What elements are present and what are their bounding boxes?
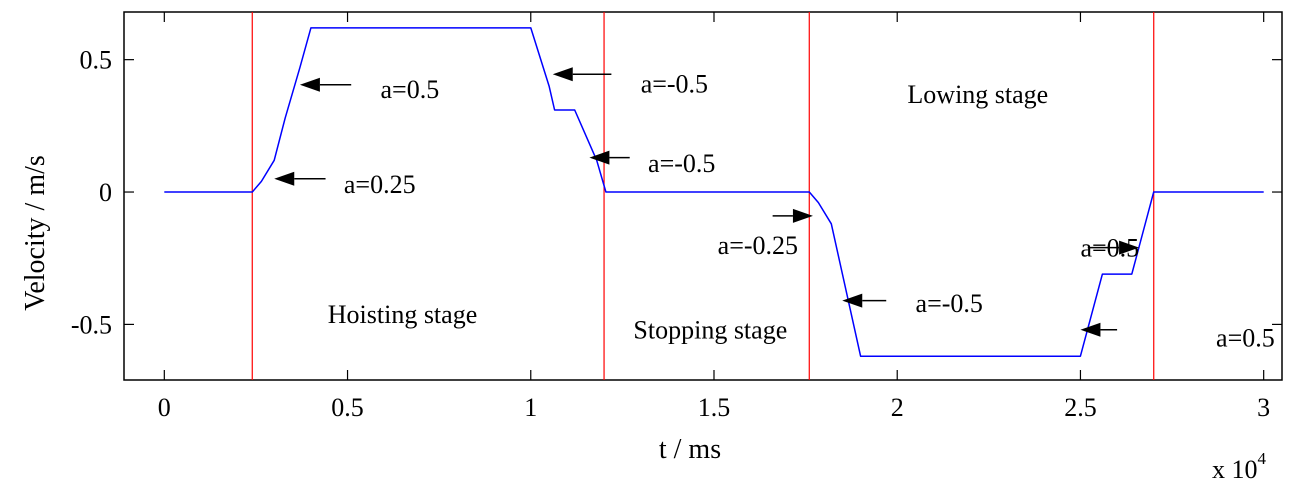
annotation-label: a=-0.5 (916, 289, 983, 318)
annotation-label: a=-0.5 (641, 69, 708, 98)
x-tick-label: 2.5 (1064, 393, 1097, 422)
y-tick-label: 0 (99, 178, 112, 207)
annotation-arrowhead (552, 67, 573, 82)
stage-label: Hoisting stage (328, 300, 478, 329)
stage-label: Stopping stage (633, 316, 787, 345)
stage-label: Lowing stage (907, 80, 1048, 109)
x-tick-label: 0 (158, 393, 171, 422)
annotation-label: a=0.5 (381, 75, 440, 104)
y-axis-label: Velocity / m/s (20, 155, 51, 311)
x-tick-label: 1 (524, 393, 537, 422)
plot-area (123, 11, 1283, 381)
velocity-curve (164, 27, 1264, 357)
annotation-arrowhead (792, 208, 813, 223)
x-axis-multiplier-exponent: 4 (1258, 449, 1267, 468)
annotation-arrowhead (842, 293, 863, 308)
x-axis-label: t / ms (659, 434, 721, 465)
annotation-arrowhead (274, 171, 295, 186)
x-tick-label: 2 (891, 393, 904, 422)
annotation-label: a=0.25 (344, 170, 416, 199)
annotation-arrowhead (299, 77, 320, 92)
annotation-arrowhead (1080, 322, 1101, 337)
annotation-arrowhead (1119, 240, 1140, 255)
annotation-label: a=-0.25 (718, 231, 798, 260)
annotation-arrowhead (589, 150, 610, 165)
annotation-label: a=0.5 (1080, 234, 1139, 263)
y-tick-label: -0.5 (71, 310, 112, 339)
annotation-label: a=-0.5 (648, 149, 715, 178)
x-tick-label: 3 (1257, 393, 1270, 422)
x-axis-multiplier: x 104 (1212, 449, 1267, 484)
x-tick-label: 1.5 (698, 393, 731, 422)
y-tick-label: 0.5 (80, 46, 113, 75)
x-axis-multiplier-base: x 10 (1212, 455, 1258, 484)
annotation-label: a=0.5 (1216, 324, 1275, 353)
x-tick-label: 0.5 (331, 393, 364, 422)
